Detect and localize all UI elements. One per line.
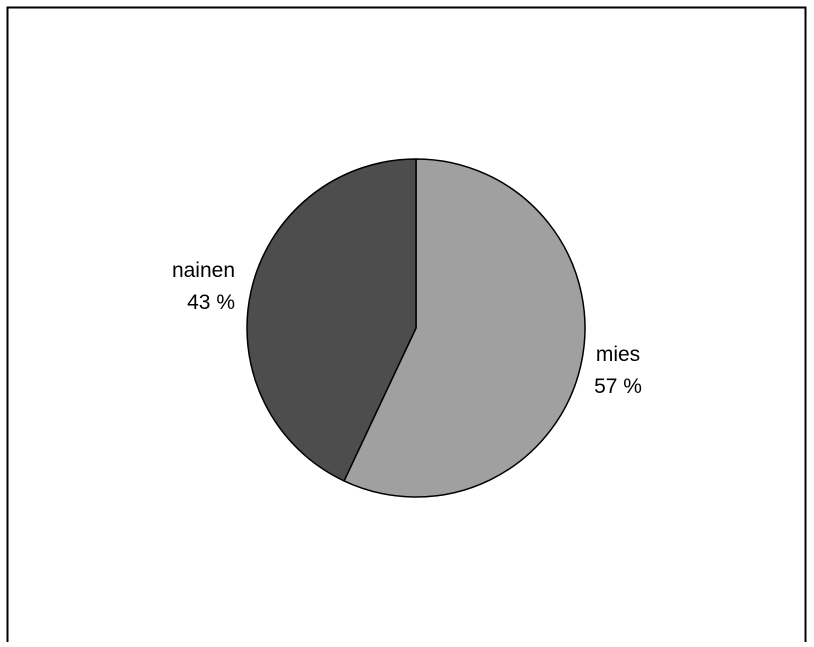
pie-labels: mies 57 % nainen 43 % bbox=[172, 259, 642, 398]
pie-slices bbox=[246, 158, 586, 498]
slice-label-mies: mies bbox=[596, 343, 640, 366]
slice-label-nainen: nainen bbox=[172, 259, 235, 282]
pie-slice-mies bbox=[343, 158, 586, 498]
slice-value-mies: 57 % bbox=[594, 375, 642, 398]
pie-slice-nainen bbox=[246, 158, 417, 482]
slice-value-nainen: 43 % bbox=[187, 291, 235, 314]
